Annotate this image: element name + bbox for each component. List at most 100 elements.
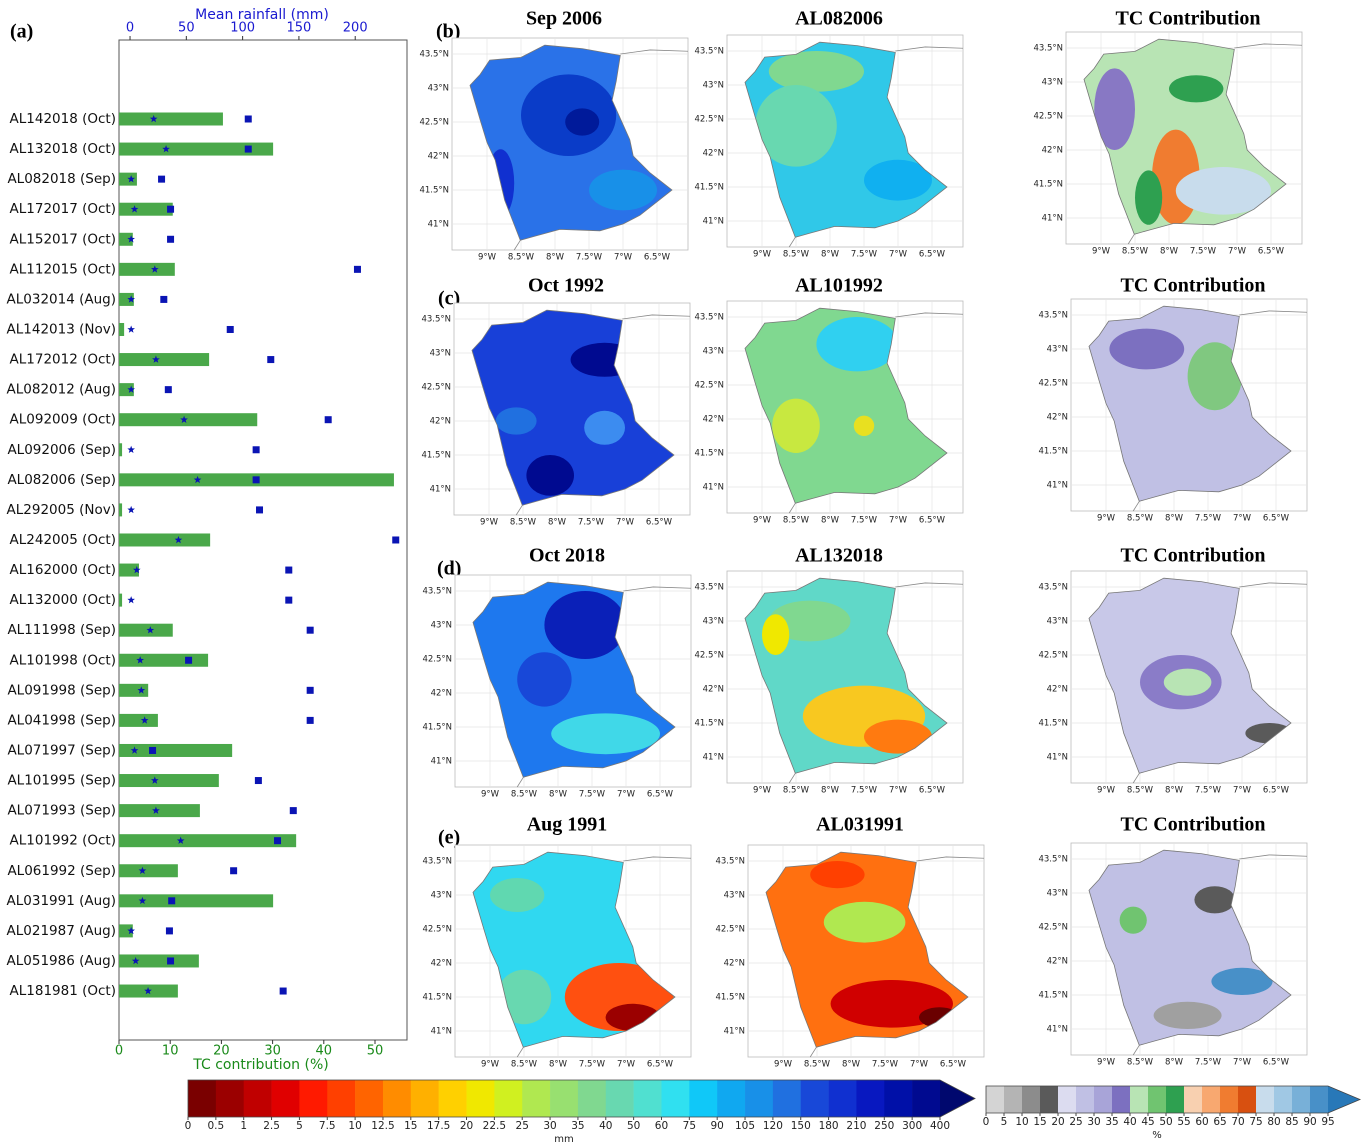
lat-tick-label: 41°N — [703, 753, 724, 763]
lat-tick-label: 41°N — [431, 757, 452, 767]
colorbar-tick-label: 85 — [1285, 1116, 1298, 1128]
category-label: AL082006 (Sep) — [7, 472, 116, 488]
lat-tick-label: 43°N — [703, 617, 724, 627]
square-marker — [255, 777, 262, 784]
square-marker — [167, 206, 174, 213]
field-blob — [496, 407, 537, 434]
lon-tick-label: 7.5°W — [851, 516, 878, 526]
lat-tick-label: 41°N — [1042, 214, 1063, 224]
x-axis-label: TC contribution (%) — [192, 1057, 328, 1073]
colorbar-segment — [188, 1080, 216, 1117]
category-label: AL082012 (Aug) — [7, 382, 116, 398]
lat-tick-label: 42°N — [430, 417, 451, 427]
map-title: AL132018 — [795, 545, 883, 567]
lon-tick-label: 9°W — [478, 253, 497, 263]
lon-tick-label: 7°W — [617, 1060, 636, 1070]
lat-tick-label: 41°N — [430, 485, 451, 495]
colorbar-tick-label: 35 — [571, 1120, 584, 1132]
colorbar-tick-label: 105 — [735, 1120, 755, 1132]
square-marker — [307, 627, 314, 634]
colorbar-segment — [1310, 1086, 1328, 1113]
lon-tick-label: 6.5°W — [1263, 786, 1290, 796]
lat-tick-label: 41.5°N — [1038, 719, 1068, 729]
lat-tick-label: 43°N — [1042, 78, 1063, 88]
map-title: TC Contribution — [1115, 8, 1260, 30]
bar — [119, 624, 173, 637]
colorbar-tick-label: 150 — [791, 1120, 811, 1132]
colorbar-segment — [856, 1080, 884, 1117]
square-marker — [227, 326, 234, 333]
colorbar-segment — [1238, 1086, 1256, 1113]
lon-tick-label: 7.5°W — [579, 1060, 606, 1070]
lat-tick-label: 43°N — [431, 891, 452, 901]
lon-tick-label: 9°W — [481, 790, 500, 800]
category-label: AL172012 (Oct) — [10, 352, 116, 368]
lon-tick-label: 7°W — [614, 253, 633, 263]
colorbar-segment — [355, 1080, 383, 1117]
square-marker — [256, 506, 263, 513]
map-title: Aug 1991 — [527, 814, 608, 836]
lon-tick-label: 8°W — [821, 250, 840, 260]
square-marker — [185, 657, 192, 664]
category-label: AL101992 (Oct) — [10, 833, 116, 849]
x2-axis-label: Mean rainfall (mm) — [195, 7, 329, 23]
lon-tick-label: 6.5°W — [1263, 514, 1290, 524]
field-blob — [544, 591, 626, 659]
lon-tick-label: 7°W — [889, 516, 908, 526]
field-blob — [1109, 329, 1184, 370]
lon-tick-label: 6.5°W — [647, 1060, 674, 1070]
star-marker — [127, 325, 135, 332]
lat-tick-label: 43°N — [1047, 617, 1068, 627]
colorbar-segment — [1274, 1086, 1292, 1113]
colorbar-tick-label: 300 — [902, 1120, 922, 1132]
square-marker — [253, 476, 260, 483]
colorbar-segment — [1220, 1086, 1238, 1113]
field-blob — [517, 652, 571, 706]
lon-tick-label: 8°W — [549, 1060, 568, 1070]
colorbar-segment — [1040, 1086, 1058, 1113]
x2-tick-label: 0 — [126, 21, 134, 36]
lat-tick-label: 41°N — [1047, 753, 1068, 763]
colorbar-tick-label: 22.5 — [483, 1120, 506, 1132]
square-marker — [307, 687, 314, 694]
lon-tick-label: 7°W — [889, 250, 908, 260]
colorbar-segment — [717, 1080, 745, 1117]
lon-tick-label: 8°W — [549, 790, 568, 800]
colorbar-tick-label: 30 — [543, 1120, 556, 1132]
bar — [119, 443, 122, 456]
colorbar-tick-label: 70 — [1231, 1116, 1244, 1128]
field-blob — [1164, 669, 1212, 696]
colorbar-segment — [1022, 1086, 1040, 1113]
colorbar-tick-label: 120 — [763, 1120, 783, 1132]
bar — [119, 594, 122, 607]
colorbar-segment — [550, 1080, 578, 1117]
colorbar-tick-label: 2.5 — [263, 1120, 280, 1132]
lon-tick-label: 7.5°W — [579, 790, 606, 800]
bar — [119, 203, 173, 216]
lat-tick-label: 41°N — [1047, 1025, 1068, 1035]
lon-tick-label: 9°W — [480, 518, 499, 528]
colorbar-segment — [244, 1080, 272, 1117]
category-label: AL111998 (Sep) — [7, 622, 116, 638]
category-label: AL071997 (Sep) — [7, 742, 116, 758]
lat-tick-label: 43.5°N — [422, 587, 452, 597]
map-title: Sep 2006 — [526, 8, 602, 30]
square-marker — [285, 567, 292, 574]
lat-tick-label: 43.5°N — [1033, 44, 1063, 54]
bar — [119, 263, 175, 276]
colorbar-tick-label: 50 — [1159, 1116, 1172, 1128]
square-marker — [354, 266, 361, 273]
colorbar-segment — [745, 1080, 773, 1117]
colorbar-segment — [578, 1080, 606, 1117]
square-marker — [230, 867, 237, 874]
lon-tick-label: 7°W — [617, 790, 636, 800]
colorbar-tick-label: 0 — [185, 1120, 192, 1132]
colorbar-segment — [1094, 1086, 1112, 1113]
colorbar-tick-label: 65 — [1213, 1116, 1226, 1128]
square-marker — [290, 807, 297, 814]
lat-tick-label: 43.5°N — [1038, 855, 1068, 865]
star-marker — [127, 596, 135, 603]
category-label: AL082018 (Sep) — [7, 171, 116, 187]
colorbar-label: % — [1152, 1130, 1162, 1141]
colorbar-extend — [1328, 1086, 1360, 1113]
